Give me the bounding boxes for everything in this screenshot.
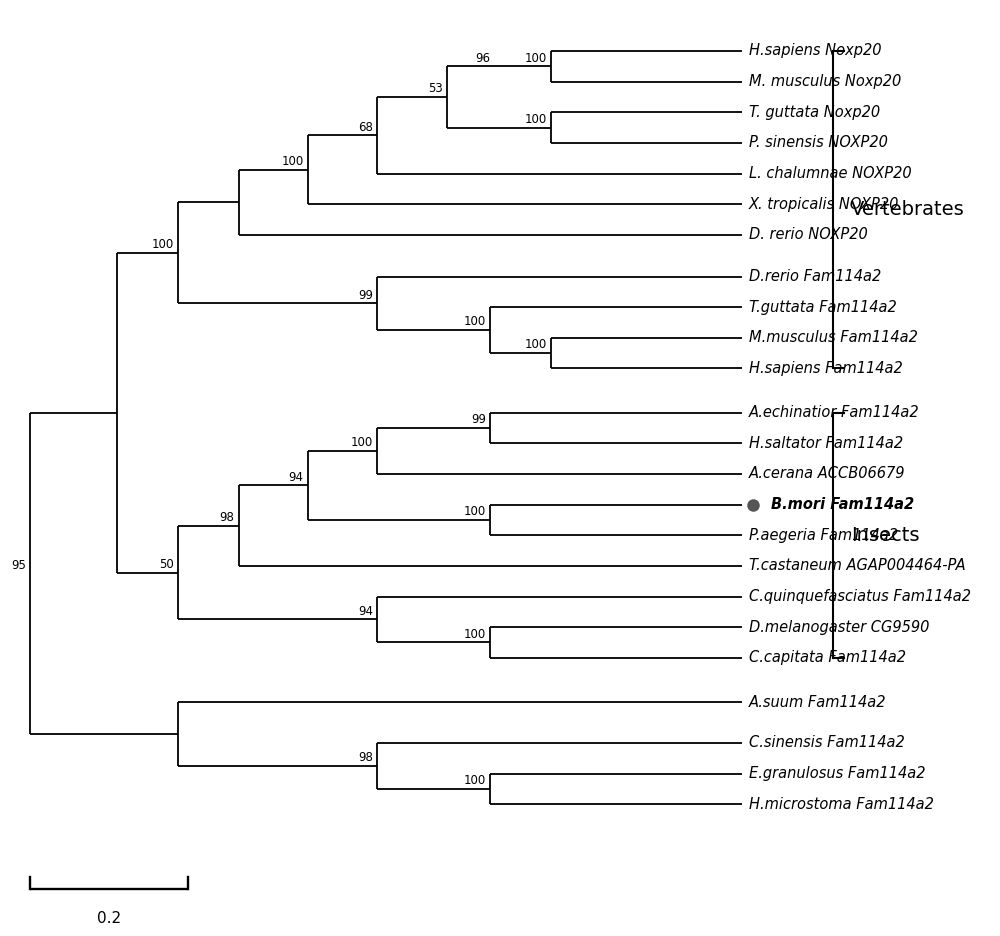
Text: 99: 99: [358, 288, 373, 301]
Text: T.castaneum AGAP004464-PA: T.castaneum AGAP004464-PA: [749, 559, 966, 574]
Text: D.rerio Fam114a2: D.rerio Fam114a2: [749, 269, 881, 284]
Text: D.melanogaster CG9590: D.melanogaster CG9590: [749, 620, 929, 635]
Text: 94: 94: [358, 605, 373, 618]
Text: 94: 94: [289, 471, 304, 484]
Text: P. sinensis NOXP20: P. sinensis NOXP20: [749, 136, 888, 151]
Text: 100: 100: [524, 339, 547, 351]
Text: 95: 95: [11, 559, 26, 572]
Text: H.sapiens Fam114a2: H.sapiens Fam114a2: [749, 361, 903, 376]
Text: L. chalumnae NOXP20: L. chalumnae NOXP20: [749, 166, 912, 181]
Text: E.granulosus Fam114a2: E.granulosus Fam114a2: [749, 766, 925, 781]
Text: 68: 68: [358, 121, 373, 134]
Text: C.sinensis Fam114a2: C.sinensis Fam114a2: [749, 736, 905, 751]
Text: B.mori Fam114a2: B.mori Fam114a2: [771, 497, 914, 512]
Text: M.musculus Fam114a2: M.musculus Fam114a2: [749, 330, 918, 345]
Text: 100: 100: [351, 436, 373, 449]
Text: D. rerio NOXP20: D. rerio NOXP20: [749, 227, 868, 242]
Text: 100: 100: [464, 628, 486, 641]
Text: 99: 99: [471, 414, 486, 426]
Text: 100: 100: [464, 505, 486, 519]
Text: 100: 100: [464, 315, 486, 329]
Text: 100: 100: [464, 774, 486, 787]
Text: T. guttata Noxp20: T. guttata Noxp20: [749, 105, 880, 120]
Text: Insects: Insects: [851, 526, 920, 545]
Text: 98: 98: [219, 511, 234, 524]
Text: 100: 100: [524, 51, 547, 65]
Text: 100: 100: [281, 155, 304, 168]
Text: H.microstoma Fam114a2: H.microstoma Fam114a2: [749, 797, 934, 812]
Text: Vertebrates: Vertebrates: [851, 200, 965, 219]
Text: C.capitata Fam114a2: C.capitata Fam114a2: [749, 651, 906, 665]
Text: 98: 98: [358, 752, 373, 764]
Text: X. tropicalis NOXP20: X. tropicalis NOXP20: [749, 197, 899, 212]
Text: 0.2: 0.2: [97, 911, 121, 926]
Text: H.saltator Fam114a2: H.saltator Fam114a2: [749, 436, 903, 451]
Text: M. musculus Noxp20: M. musculus Noxp20: [749, 74, 901, 89]
Text: H.sapiens Noxp20: H.sapiens Noxp20: [749, 43, 881, 58]
Text: 96: 96: [475, 51, 490, 65]
Text: 100: 100: [151, 238, 173, 251]
Text: P.aegeria Fam114a2: P.aegeria Fam114a2: [749, 528, 898, 543]
Text: C.quinquefasciatus Fam114a2: C.quinquefasciatus Fam114a2: [749, 589, 971, 604]
Text: T.guttata Fam114a2: T.guttata Fam114a2: [749, 300, 897, 314]
Text: 50: 50: [159, 558, 173, 571]
Text: 53: 53: [428, 82, 442, 95]
Text: A.suum Fam114a2: A.suum Fam114a2: [749, 695, 886, 709]
Text: 100: 100: [524, 113, 547, 125]
Text: A.cerana ACCB06679: A.cerana ACCB06679: [749, 466, 905, 481]
Text: A.echinatior Fam114a2: A.echinatior Fam114a2: [749, 405, 920, 420]
